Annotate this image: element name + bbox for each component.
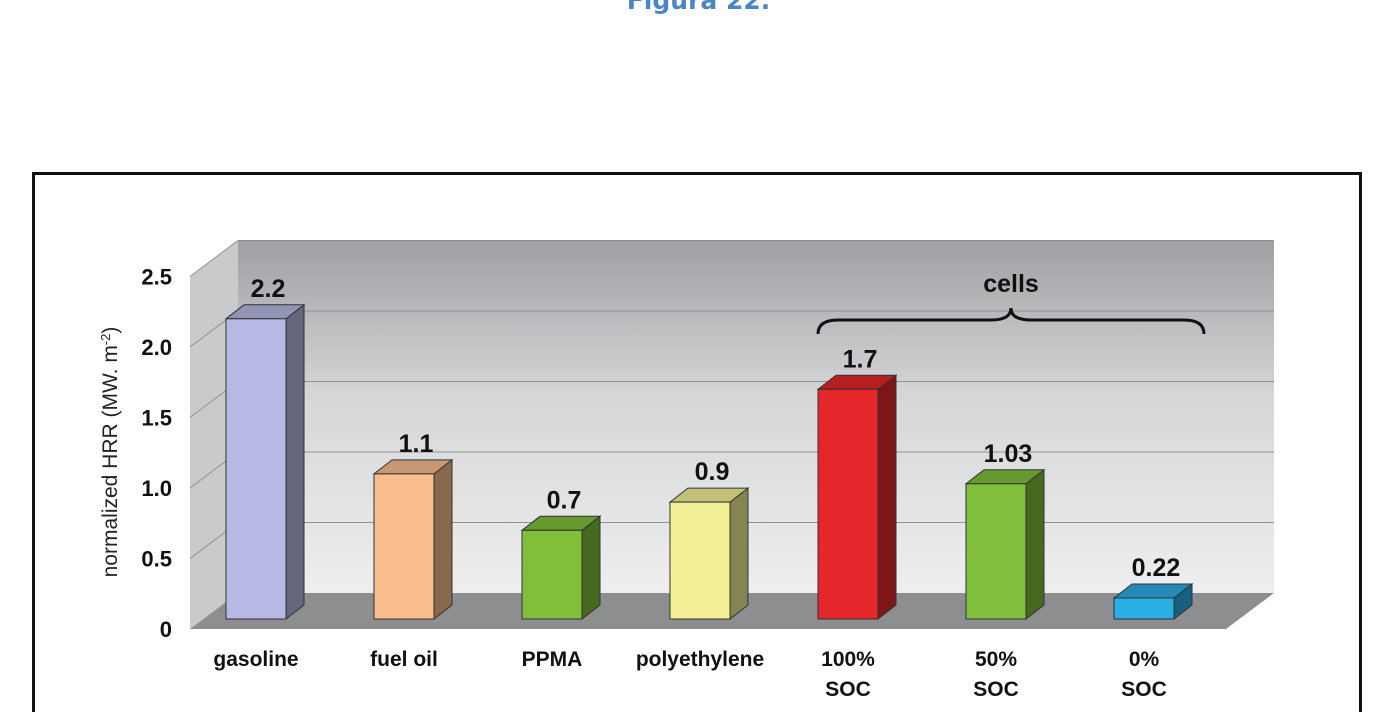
- y-axis-title: normalized HRR (MW. m-2): [98, 327, 123, 578]
- bar-value-label: 0.7: [547, 486, 582, 514]
- x-tick-label: 0%: [1129, 648, 1160, 671]
- cells-brace: [816, 307, 1206, 335]
- bar-side: [877, 374, 897, 621]
- figure-title: Figura 22.: [626, 0, 771, 15]
- bar[interactable]: [668, 487, 750, 621]
- bar-front: [669, 501, 731, 620]
- y-tick-label: 1.0: [141, 476, 172, 501]
- bar-value-label: 1.03: [984, 440, 1033, 468]
- bar-side: [581, 515, 601, 621]
- y-axis-title-sup: -2: [98, 334, 113, 346]
- y-axis-title-main: normalized HRR (MW. m: [99, 345, 122, 577]
- x-tick-label: SOC: [825, 678, 871, 701]
- bar-value-label: 0.9: [695, 458, 730, 486]
- cells-annotation: cells: [983, 270, 1039, 298]
- y-tick-label: 1.5: [141, 406, 172, 431]
- chart-frame: [32, 172, 1362, 712]
- bar-value-label: 2.2: [251, 275, 286, 303]
- x-tick-label: fuel oil: [370, 648, 438, 671]
- bar[interactable]: [520, 515, 602, 621]
- bar-side: [285, 303, 305, 621]
- bar-front: [373, 473, 435, 620]
- bar-front: [1113, 597, 1175, 620]
- x-tick-label: 50%: [975, 648, 1017, 671]
- x-tick-label: 100%: [821, 648, 875, 671]
- bar-front: [965, 483, 1027, 620]
- bar[interactable]: [1112, 582, 1194, 621]
- bar-value-label: 1.1: [399, 430, 434, 458]
- y-tick-label: 0.5: [141, 547, 172, 572]
- gridline: [189, 240, 1274, 277]
- x-tick-label: polyethylene: [636, 648, 764, 671]
- y-tick-label: 2.5: [141, 265, 172, 290]
- x-tick-label: SOC: [1121, 678, 1167, 701]
- bar-side: [1025, 468, 1045, 621]
- bar-value-label: 0.22: [1132, 554, 1181, 582]
- bar-front: [225, 318, 287, 620]
- bar-side: [729, 487, 749, 621]
- bar[interactable]: [964, 468, 1046, 621]
- bar[interactable]: [816, 374, 898, 621]
- y-tick-label: 0: [160, 617, 172, 642]
- y-axis-title-end: ): [99, 327, 122, 334]
- bar-value-label: 1.7: [843, 345, 878, 373]
- x-tick-label: gasoline: [213, 648, 298, 671]
- bar-front: [817, 388, 879, 620]
- bar-side: [433, 458, 453, 621]
- x-tick-label: SOC: [973, 678, 1019, 701]
- x-tick-label: PPMA: [522, 648, 583, 671]
- y-tick-label: 2.0: [141, 335, 172, 360]
- bar[interactable]: [372, 458, 454, 621]
- bar[interactable]: [224, 303, 306, 621]
- bar-front: [521, 529, 583, 620]
